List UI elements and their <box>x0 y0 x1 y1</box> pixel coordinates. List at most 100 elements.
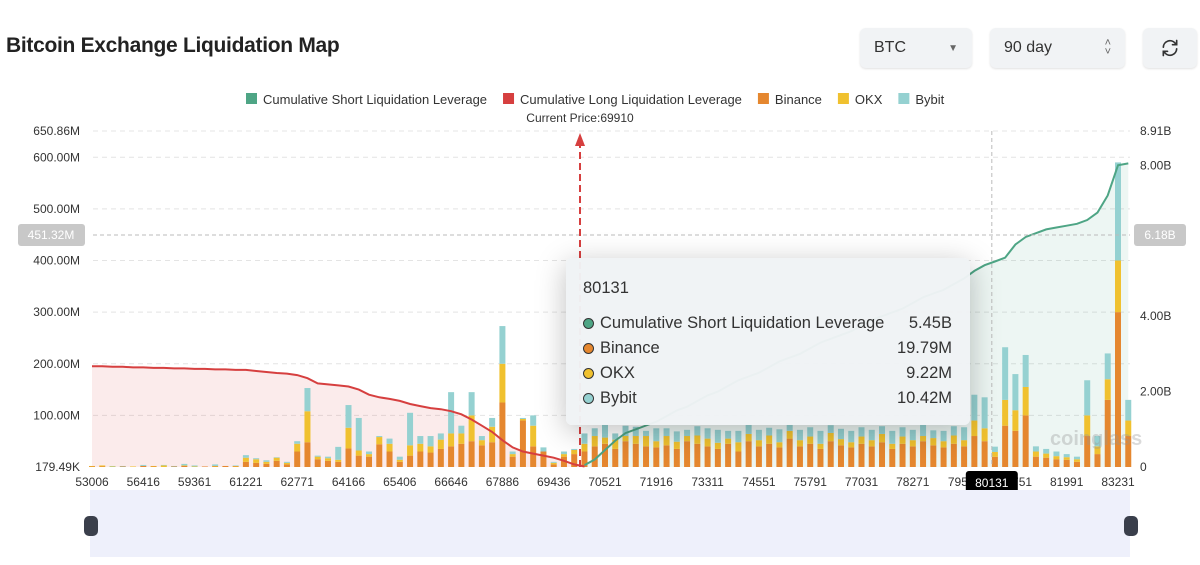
updown-chevron-icon: ˄ ˅ <box>1104 37 1111 58</box>
bar-bybit <box>786 424 793 431</box>
bar-bybit <box>478 436 485 441</box>
bar-binance <box>201 466 208 467</box>
legend-item[interactable]: Binance <box>775 92 822 107</box>
bar-binance <box>437 448 444 467</box>
y-left-tick: 300.00M <box>33 305 80 319</box>
y-right-tick: 4.00B <box>1140 309 1171 323</box>
bar-okx <box>109 466 116 467</box>
legend-item[interactable]: Cumulative Short Liquidation Leverage <box>263 92 487 107</box>
bar-okx <box>335 459 342 462</box>
bar-okx <box>591 436 598 447</box>
series-dot-icon <box>583 318 594 329</box>
bar-okx <box>745 433 752 442</box>
bar-binance <box>684 441 691 467</box>
bar-okx <box>396 459 403 462</box>
bar-binance <box>355 455 362 467</box>
bar-binance <box>140 465 147 467</box>
bar-okx <box>150 465 157 467</box>
coin-select-value: BTC <box>874 39 906 56</box>
current-price-label: Current Price:69910 <box>526 111 634 125</box>
bar-bybit <box>1115 162 1121 261</box>
watermark-logo: coinglass <box>1050 428 1142 450</box>
bar-bybit <box>232 465 239 466</box>
bar-okx <box>242 457 249 462</box>
bar-bybit <box>796 429 803 441</box>
bar-bybit <box>622 425 629 437</box>
refresh-icon <box>1162 39 1178 57</box>
x-tick: 81991 <box>1050 475 1084 489</box>
tooltip-value: 5.45B <box>908 314 952 332</box>
legend-swatch-icon <box>503 93 515 104</box>
bar-okx <box>807 436 814 444</box>
bar-okx <box>755 440 762 447</box>
bar-bybit <box>160 464 167 466</box>
zoom-slider-right-handle[interactable] <box>1124 516 1138 536</box>
bar-okx <box>407 445 414 456</box>
x-tick: 69436 <box>537 475 571 489</box>
x-tick: 74551 <box>742 475 776 489</box>
y-right-tick: 2.00B <box>1140 385 1171 399</box>
bar-okx <box>386 443 393 452</box>
bar-bybit <box>663 428 670 437</box>
zoom-slider-left-handle[interactable] <box>84 516 98 536</box>
bar-okx <box>643 436 650 447</box>
legend-item[interactable]: Bybit <box>915 92 944 107</box>
bar-binance <box>283 464 290 467</box>
bar-binance <box>273 460 280 467</box>
legend-item[interactable]: Cumulative Long Liquidation Leverage <box>520 92 742 107</box>
bar-okx <box>273 457 280 461</box>
bar-okx <box>653 441 660 448</box>
bar-binance <box>304 442 311 467</box>
x-tick: 65406 <box>383 475 417 489</box>
refresh-button[interactable] <box>1143 28 1197 68</box>
cum-long-line <box>92 365 585 468</box>
bar-bybit <box>171 465 178 467</box>
legend-swatch-icon <box>246 93 257 104</box>
bar-bybit <box>694 426 701 436</box>
tooltip-label: Bybit <box>600 389 637 407</box>
bar-binance <box>232 466 239 467</box>
bar-okx <box>130 466 137 467</box>
bar-bybit <box>181 463 188 466</box>
bar-binance <box>755 446 762 467</box>
bar-okx <box>1073 459 1080 462</box>
bar-binance <box>643 446 650 467</box>
legend-item[interactable]: OKX <box>855 92 883 107</box>
bar-okx <box>868 440 875 447</box>
bar-bybit <box>909 429 916 441</box>
bar-binance <box>242 461 249 467</box>
bar-bybit <box>755 429 762 441</box>
bar-binance <box>1063 459 1070 467</box>
bar-bybit <box>971 394 978 421</box>
bar-bybit <box>109 465 116 467</box>
bar-bybit <box>1043 448 1050 454</box>
bar-okx <box>848 442 855 448</box>
bar-binance <box>294 451 301 467</box>
bar-okx <box>673 441 680 449</box>
bar-binance <box>848 447 855 467</box>
y-right-tick: 8.00B <box>1140 158 1171 172</box>
bar-okx <box>991 452 998 457</box>
x-tick: 56416 <box>127 475 161 489</box>
bar-binance <box>807 443 814 467</box>
bar-okx <box>827 432 834 442</box>
bar-bybit <box>1053 451 1060 457</box>
bar-binance <box>119 466 126 467</box>
bar-okx <box>961 440 968 447</box>
bar-okx <box>1022 386 1029 416</box>
tooltip-label: Binance <box>600 339 660 357</box>
bar-okx <box>971 420 978 437</box>
bar-okx <box>448 433 455 447</box>
bar-okx <box>879 433 886 443</box>
coin-select[interactable]: BTC ▼ <box>860 28 972 68</box>
range-select[interactable]: 90 day ˄ ˅ <box>990 28 1125 68</box>
bar-bybit <box>807 427 814 437</box>
zoom-slider-track[interactable] <box>90 490 1130 557</box>
bar-binance <box>632 443 639 467</box>
bar-bybit <box>458 425 465 434</box>
bar-bybit <box>294 441 301 444</box>
bar-binance <box>981 441 988 467</box>
bar-binance <box>1053 459 1060 467</box>
bar-binance <box>940 447 947 467</box>
bar-okx <box>1125 420 1132 437</box>
